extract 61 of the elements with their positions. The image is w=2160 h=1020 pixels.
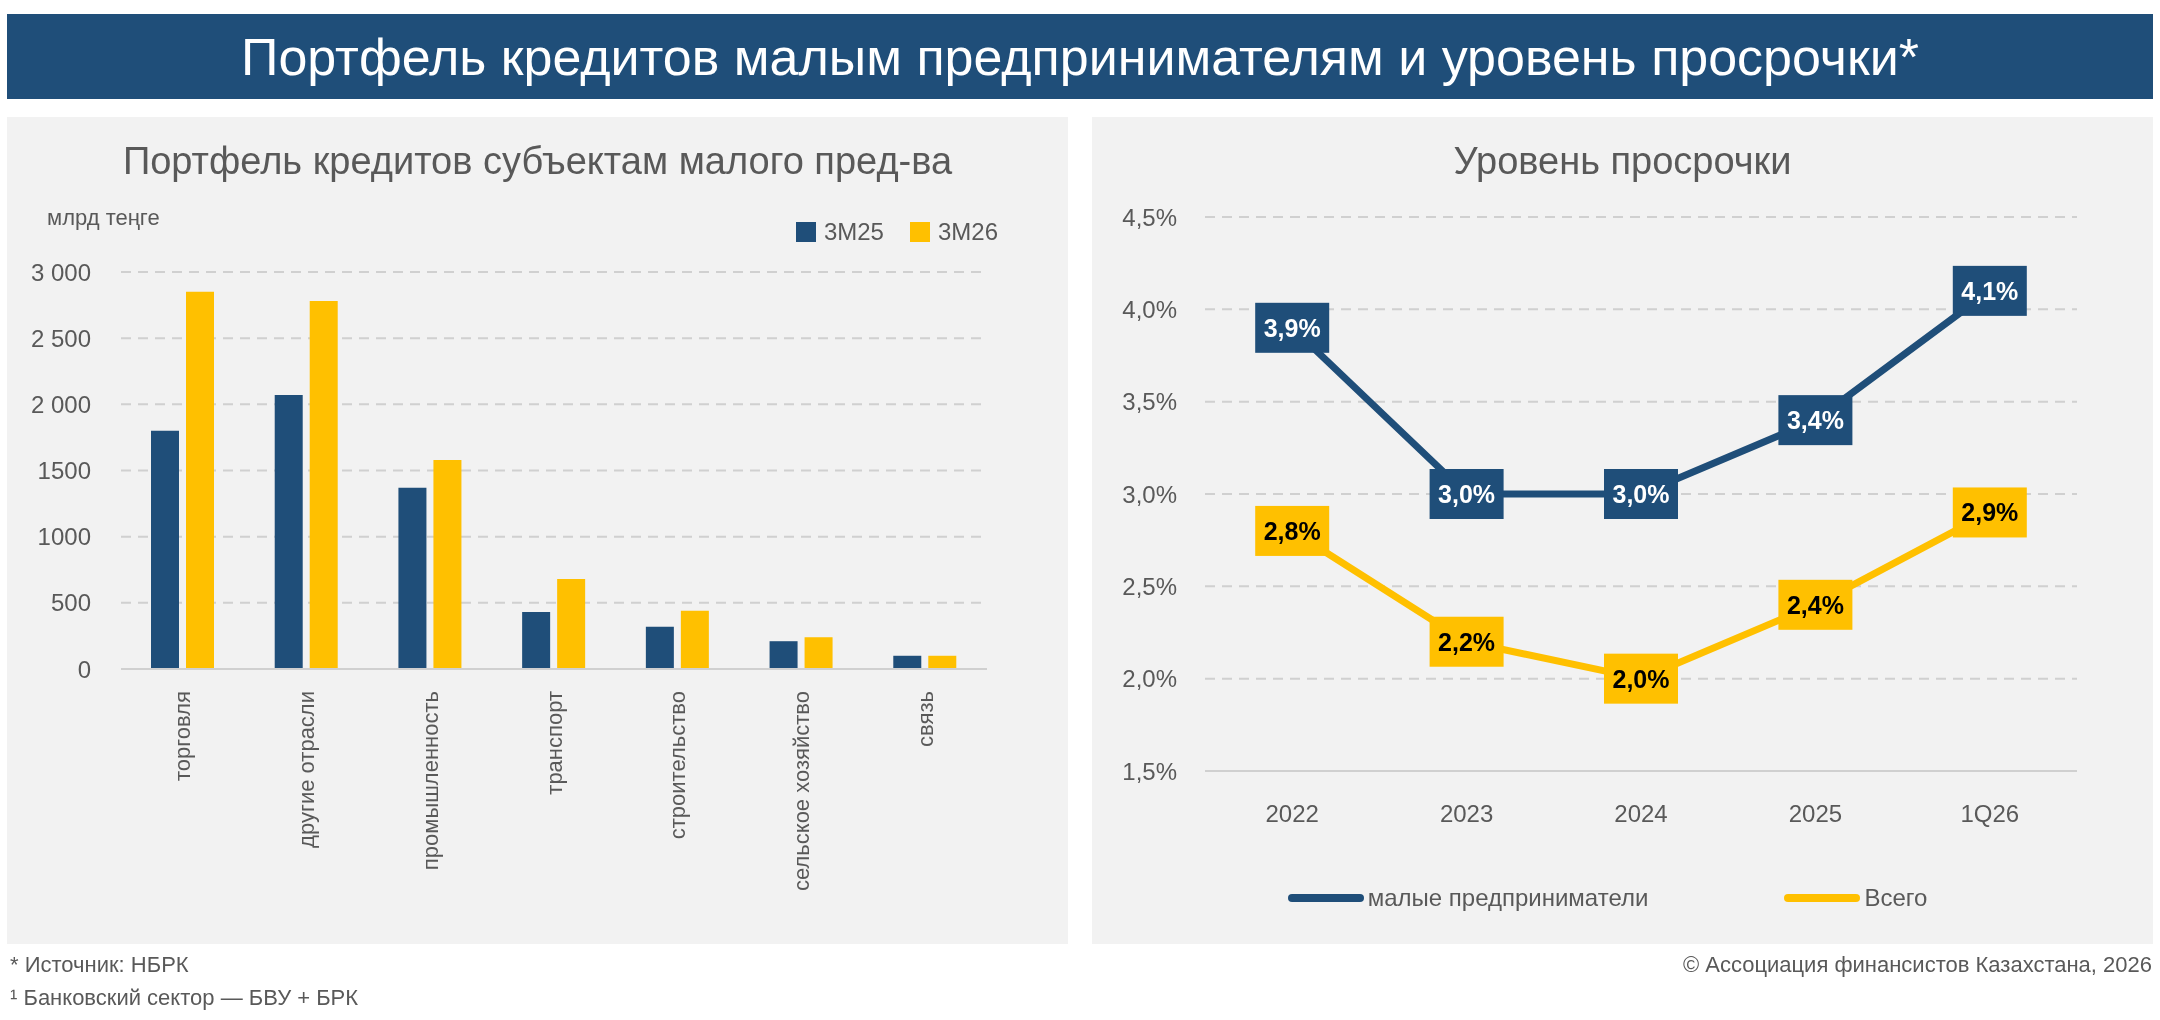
bar (433, 459, 462, 669)
bar (645, 626, 674, 669)
y-tick-label: 1000 (37, 523, 91, 551)
x-tick-label: строительство (665, 691, 691, 840)
data-label: 2,4% (1786, 590, 1844, 619)
bar (522, 612, 551, 669)
data-label: 2,0% (1612, 664, 1670, 693)
data-label: 2,2% (1438, 627, 1496, 656)
y-tick-label: 3 000 (30, 258, 91, 286)
data-label: 2,9% (1961, 498, 2019, 527)
bar (557, 579, 586, 669)
data-label: 4,1% (1961, 276, 2019, 305)
y-tick-label: 2 000 (30, 390, 91, 418)
y-tick-label: 500 (50, 589, 91, 617)
chart-title: Портфель кредитов субъектам малого пред-ва (121, 139, 954, 184)
text: * Источник: НБРК (10, 951, 190, 979)
x-tick-label: другие отрасли (294, 691, 320, 848)
y-tick-label: 0 (77, 655, 91, 683)
data-label: 3,9% (1263, 313, 1321, 342)
y-tick-label: 3,5% (1122, 388, 1177, 416)
y-tick-label: 2,5% (1122, 572, 1177, 600)
data-label: 3,0% (1612, 480, 1670, 508)
x-tick-label: 2024 (1614, 800, 1668, 828)
bar (769, 641, 798, 669)
y-tick-label: 1500 (37, 457, 91, 485)
bar (186, 291, 214, 669)
legend-label: 3М26 (937, 217, 998, 247)
bar (928, 655, 957, 669)
y-tick-label: 3,0% (1122, 480, 1177, 508)
x-tick-label: 2023 (1439, 800, 1494, 828)
text: © Ассоциация финансистов Казахстана, 2026 (1682, 951, 2152, 979)
legend-label: малые предприниматели (1367, 883, 1649, 913)
bar (893, 655, 922, 669)
x-tick-label: промышленность (417, 691, 443, 871)
data-label: 2,8% (1263, 516, 1321, 545)
x-tick-label: 2022 (1265, 800, 1319, 828)
x-tick-label: 1Q26 (1960, 800, 2020, 828)
bar (804, 637, 833, 669)
y-tick-label: 4,0% (1122, 295, 1177, 323)
header-banner: Портфель кредитов малым предпринимателям и уровень просрочки* (7, 14, 2153, 99)
bar (274, 395, 303, 669)
bar (680, 610, 709, 669)
legend-label: Всего (1864, 883, 1928, 913)
x-tick-label: связь (912, 691, 938, 747)
x-tick-label: транспорт (541, 691, 567, 795)
y-tick-label: 4,5% (1122, 203, 1177, 231)
legend-label: 3М25 (823, 217, 884, 247)
x-tick-label: 2025 (1788, 800, 1843, 828)
chart-title: Уровень просрочки (1452, 139, 1793, 184)
y-axis-title: млрд теңге (47, 205, 160, 231)
x-tick-label: сельское хозяйство (788, 691, 814, 892)
y-tick-label: 1,5% (1122, 757, 1177, 785)
bar (398, 487, 427, 669)
bar (309, 301, 338, 669)
text: ¹ Банковский сектор — БВУ + БРК (10, 984, 359, 1012)
x-tick-label: торговля (170, 691, 196, 782)
y-tick-label: 2 500 (30, 324, 91, 352)
bar (151, 430, 179, 669)
data-label: 3,0% (1438, 480, 1496, 508)
y-tick-label: 2,0% (1122, 665, 1177, 693)
data-label: 3,4% (1786, 406, 1844, 435)
